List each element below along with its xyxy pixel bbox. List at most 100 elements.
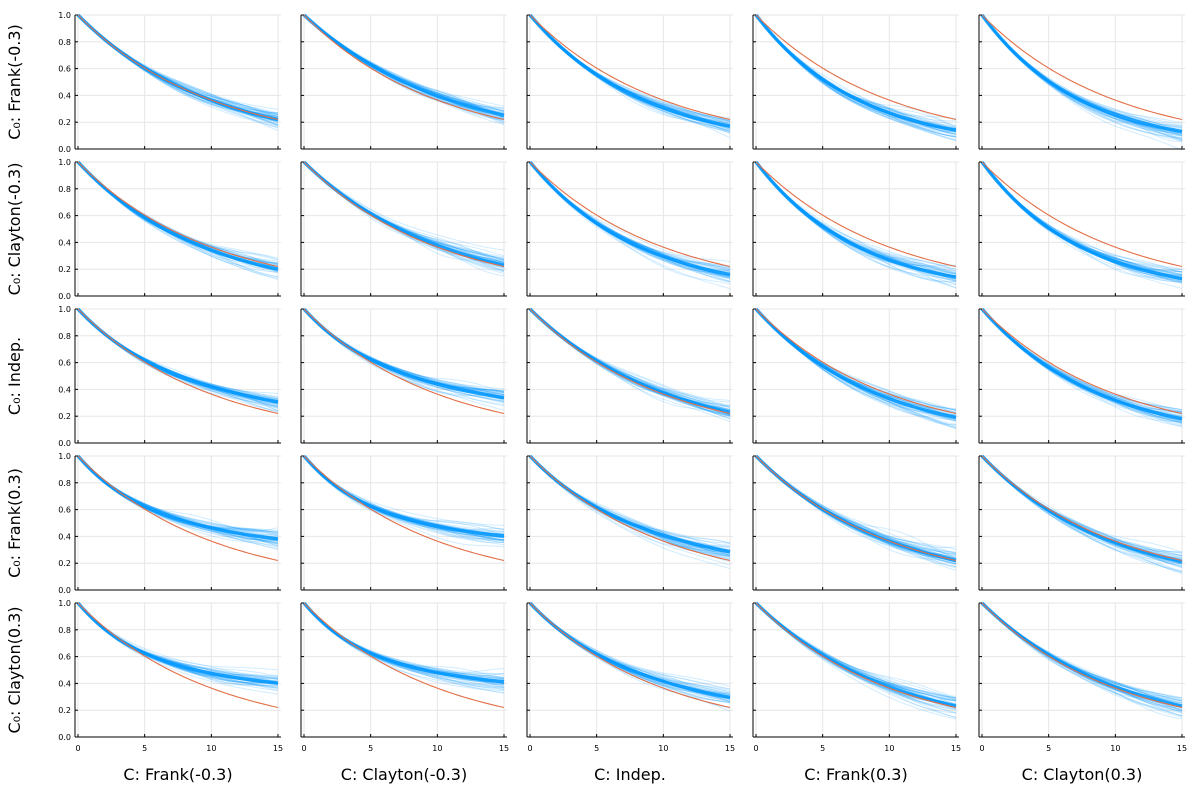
panel xyxy=(978,307,1185,444)
sample-curve xyxy=(77,308,279,403)
sample-curve xyxy=(529,14,731,125)
sample-curve xyxy=(529,602,731,691)
sample-curve xyxy=(981,308,1183,413)
sample-curve xyxy=(529,308,731,411)
sample-curve xyxy=(529,14,731,125)
sample-curve xyxy=(981,602,1183,701)
sample-curve xyxy=(529,161,731,279)
sample-curve xyxy=(77,14,279,117)
panel xyxy=(752,454,959,591)
sample-curve xyxy=(77,14,279,119)
sample-curve xyxy=(755,161,957,275)
sample-curve xyxy=(303,308,505,395)
sample-curve xyxy=(529,455,731,548)
sample-curve xyxy=(77,14,279,119)
sample-curve xyxy=(755,14,957,128)
sample-curve xyxy=(981,14,1183,135)
sample-curve xyxy=(77,308,279,404)
panel xyxy=(526,454,733,591)
sample-curve xyxy=(77,14,279,117)
sample-curve xyxy=(529,161,731,274)
sample-curve xyxy=(981,161,1183,280)
sample-curve xyxy=(981,14,1183,132)
sample-curve xyxy=(529,161,731,274)
sample-curve xyxy=(755,455,957,557)
sample-curve xyxy=(981,161,1183,273)
sample-curve xyxy=(981,14,1183,132)
sample-curve xyxy=(303,14,505,109)
sample-curve xyxy=(981,14,1183,135)
sample-curve xyxy=(77,308,279,399)
sample-curve xyxy=(77,14,279,114)
sample-curve xyxy=(529,308,731,411)
sample-curve xyxy=(529,161,731,272)
sample-curve xyxy=(529,161,731,290)
sample-curve xyxy=(981,308,1183,415)
x-tick-label: 5 xyxy=(594,744,599,753)
sample-curve xyxy=(529,14,731,124)
sample-curve xyxy=(981,161,1183,279)
sample-curve xyxy=(529,14,731,119)
panel: 0 5 10 15 C: Clayton(-0.3) xyxy=(300,601,509,784)
sample-curve xyxy=(303,161,505,261)
sample-curve xyxy=(981,308,1183,419)
y-tick-label: 0.6 xyxy=(58,359,71,368)
sample-curve xyxy=(529,602,731,695)
sample-curve xyxy=(77,602,279,687)
sample-curve xyxy=(529,14,731,127)
sample-curve xyxy=(529,455,731,548)
x-tick-label: 0 xyxy=(527,744,532,753)
sample-curve xyxy=(303,14,505,114)
y-tick-label: 0.2 xyxy=(58,412,71,421)
sample-curve xyxy=(981,14,1183,133)
sample-curve xyxy=(529,161,731,278)
sample-curve xyxy=(981,161,1183,276)
sample-curve xyxy=(77,602,279,685)
sample-curve xyxy=(77,161,279,264)
sample-curve xyxy=(755,161,957,272)
reference-curve xyxy=(303,455,505,562)
sample-curve xyxy=(755,308,957,411)
sample-curve xyxy=(303,14,505,109)
sample-curve xyxy=(303,308,505,398)
sample-curve xyxy=(755,455,957,559)
sample-curve xyxy=(77,14,279,115)
sample-curve xyxy=(755,161,957,278)
sample-curve xyxy=(981,161,1183,280)
sample-curve xyxy=(77,308,279,401)
sample-curve xyxy=(755,308,957,411)
sample-curve xyxy=(981,455,1183,561)
sample-curve xyxy=(529,602,731,696)
sample-curve xyxy=(529,308,731,411)
sample-curve xyxy=(77,602,279,685)
sample-curve xyxy=(529,602,731,700)
sample-mean-curve xyxy=(302,601,505,684)
sample-curve xyxy=(529,602,731,696)
sample-curve xyxy=(303,308,505,400)
sample-curve xyxy=(77,161,279,271)
sample-curve xyxy=(755,308,957,418)
sample-curve xyxy=(303,161,505,259)
panel xyxy=(526,13,733,150)
sample-curve xyxy=(981,14,1183,133)
sample-mean-curve xyxy=(76,601,279,685)
sample-curve xyxy=(77,308,279,405)
sample-curve xyxy=(755,161,957,274)
sample-curve xyxy=(303,161,505,257)
sample-curve xyxy=(981,308,1183,414)
sample-curve xyxy=(981,602,1183,706)
sample-curve xyxy=(981,14,1183,133)
sample-curve xyxy=(303,14,505,111)
sample-curve xyxy=(981,14,1183,131)
sample-curve xyxy=(981,455,1183,558)
reference-curve xyxy=(981,602,1183,709)
sample-curve xyxy=(303,14,505,112)
sample-curve xyxy=(755,308,957,416)
sample-curve xyxy=(755,455,957,556)
sample-curve xyxy=(981,14,1183,134)
sample-curve xyxy=(755,602,957,701)
sample-curve xyxy=(755,161,957,278)
sample-curve xyxy=(303,308,505,399)
sample-curve xyxy=(303,161,505,265)
